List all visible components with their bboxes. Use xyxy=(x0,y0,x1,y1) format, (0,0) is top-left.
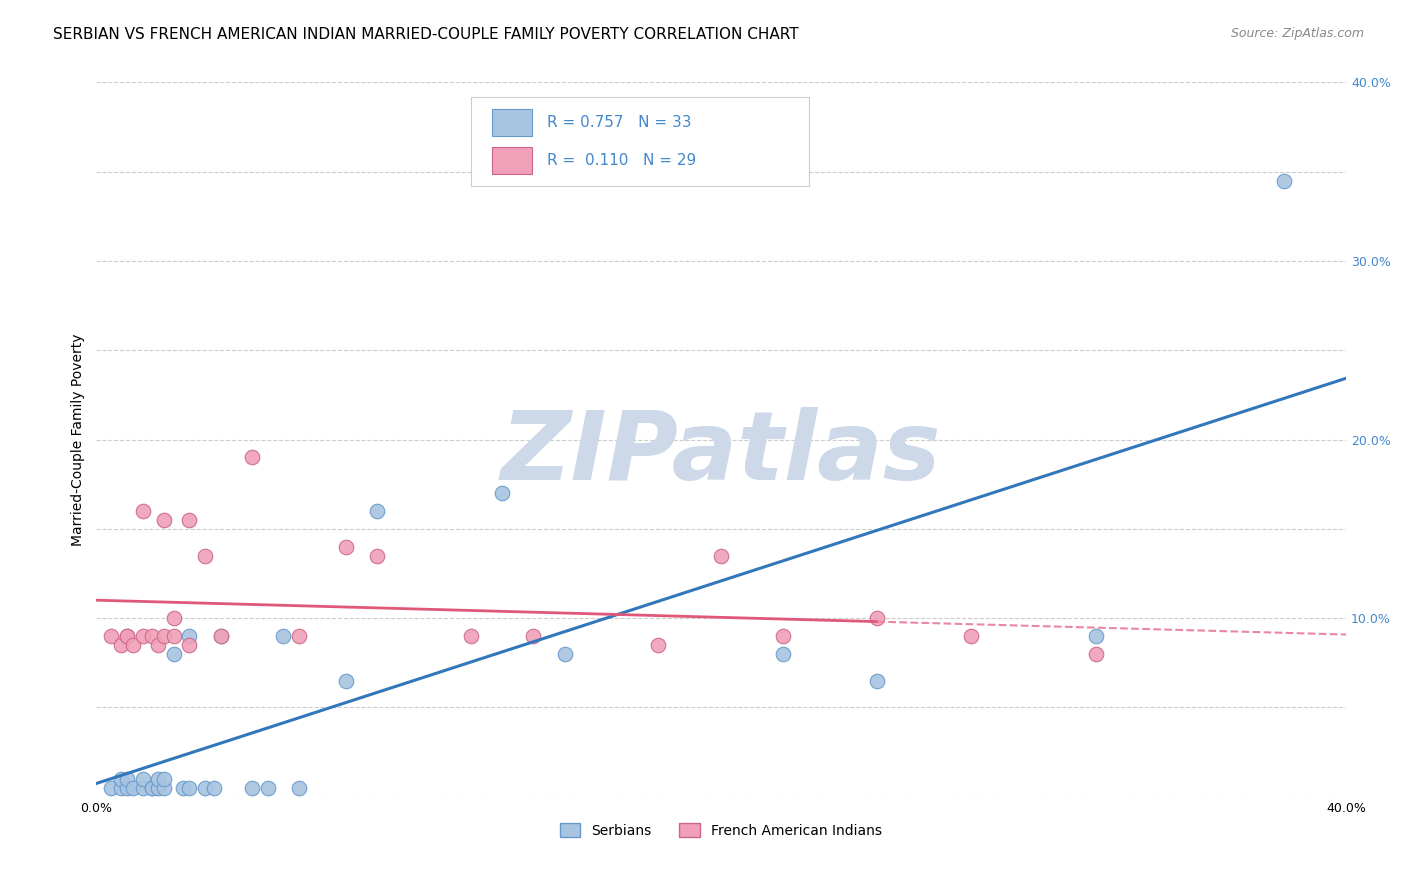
Point xyxy=(209,629,232,643)
FancyBboxPatch shape xyxy=(492,109,531,136)
Point xyxy=(647,638,669,652)
Point xyxy=(115,780,138,795)
Point xyxy=(772,647,794,661)
Point xyxy=(866,673,889,688)
Point xyxy=(163,629,186,643)
Point xyxy=(335,673,357,688)
Point xyxy=(209,629,232,643)
Point xyxy=(110,780,132,795)
Point xyxy=(131,780,153,795)
Point xyxy=(710,549,733,563)
Point xyxy=(1085,629,1108,643)
Point xyxy=(172,780,194,795)
Point xyxy=(110,638,132,652)
Point xyxy=(772,629,794,643)
Point xyxy=(240,780,263,795)
Point xyxy=(194,549,217,563)
FancyBboxPatch shape xyxy=(471,96,808,186)
Point xyxy=(271,629,294,643)
Point xyxy=(366,504,388,518)
Point xyxy=(256,780,278,795)
Point xyxy=(148,780,170,795)
Y-axis label: Married-Couple Family Poverty: Married-Couple Family Poverty xyxy=(72,334,86,546)
Legend: Serbians, French American Indians: Serbians, French American Indians xyxy=(554,817,889,843)
Point xyxy=(491,486,513,500)
Text: R =  0.110   N = 29: R = 0.110 N = 29 xyxy=(547,153,696,168)
Point xyxy=(1272,174,1295,188)
Point xyxy=(115,772,138,786)
Point xyxy=(866,611,889,625)
Point xyxy=(153,629,176,643)
Point xyxy=(148,772,170,786)
Point xyxy=(131,629,153,643)
Text: R = 0.757   N = 33: R = 0.757 N = 33 xyxy=(547,115,692,130)
Point xyxy=(335,540,357,554)
Point xyxy=(141,780,163,795)
Point xyxy=(115,629,138,643)
FancyBboxPatch shape xyxy=(492,146,531,174)
Point xyxy=(163,611,186,625)
Point xyxy=(115,629,138,643)
Text: ZIPatlas: ZIPatlas xyxy=(501,408,941,500)
Point xyxy=(148,638,170,652)
Point xyxy=(288,780,311,795)
Point xyxy=(960,629,983,643)
Point xyxy=(122,638,145,652)
Point xyxy=(460,629,482,643)
Point xyxy=(179,638,201,652)
Point xyxy=(522,629,544,643)
Text: SERBIAN VS FRENCH AMERICAN INDIAN MARRIED-COUPLE FAMILY POVERTY CORRELATION CHAR: SERBIAN VS FRENCH AMERICAN INDIAN MARRIE… xyxy=(53,27,799,42)
Point xyxy=(288,629,311,643)
Point xyxy=(194,780,217,795)
Point xyxy=(110,772,132,786)
Point xyxy=(163,647,186,661)
Point xyxy=(100,780,122,795)
Point xyxy=(122,780,145,795)
Point xyxy=(153,513,176,527)
Point xyxy=(179,780,201,795)
Point xyxy=(141,780,163,795)
Point xyxy=(141,629,163,643)
Point xyxy=(554,647,576,661)
Point xyxy=(179,513,201,527)
Point xyxy=(100,629,122,643)
Point xyxy=(153,772,176,786)
Point xyxy=(131,772,153,786)
Point xyxy=(204,780,226,795)
Point xyxy=(1085,647,1108,661)
Point xyxy=(131,504,153,518)
Point xyxy=(366,549,388,563)
Point xyxy=(179,629,201,643)
Point xyxy=(240,450,263,465)
Point xyxy=(153,780,176,795)
Text: Source: ZipAtlas.com: Source: ZipAtlas.com xyxy=(1230,27,1364,40)
